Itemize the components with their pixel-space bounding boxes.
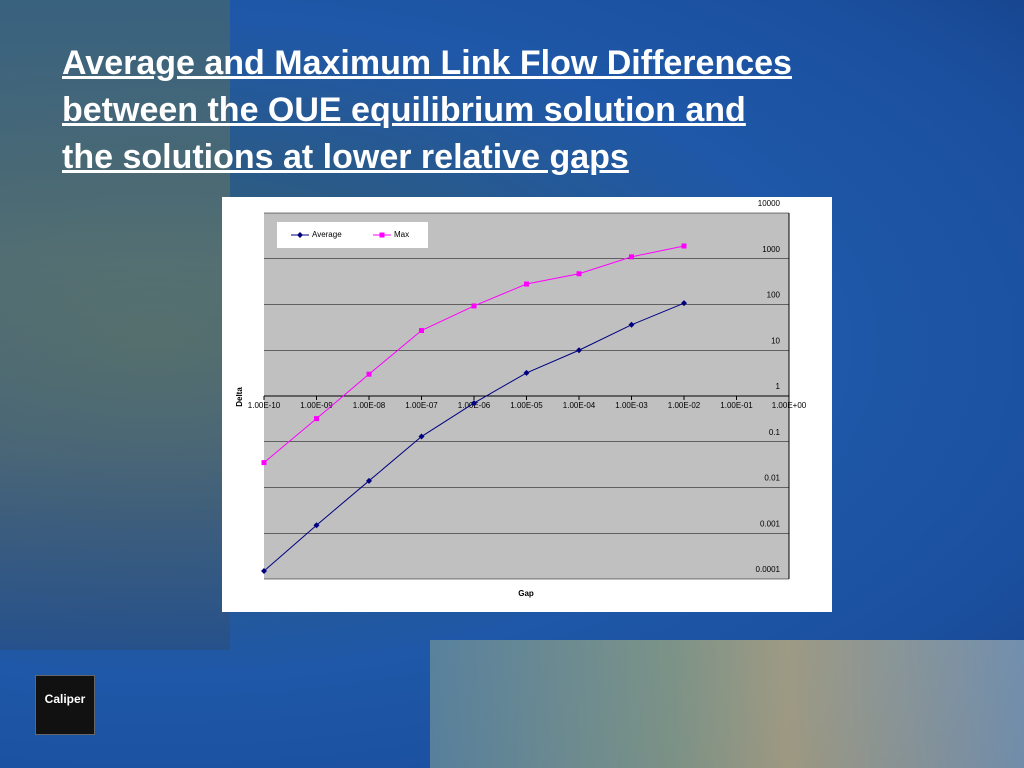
y-tick-label: 0.001 bbox=[760, 519, 781, 528]
point bbox=[366, 477, 372, 484]
x-tick-label: 1.00E-05 bbox=[510, 401, 543, 410]
point bbox=[576, 347, 582, 354]
y-tick-label: 10 bbox=[771, 336, 780, 345]
x-axis-title: Gap bbox=[518, 589, 534, 598]
logo: Caliper bbox=[35, 675, 95, 735]
point bbox=[366, 371, 372, 377]
x-tick-label: 1.00E-03 bbox=[615, 401, 648, 410]
point bbox=[681, 300, 687, 307]
title-line: the solutions at lower relative gaps bbox=[62, 138, 629, 176]
y-tick-label: 0.01 bbox=[764, 474, 780, 483]
y-tick-label: 100 bbox=[767, 291, 781, 300]
x-tick-label: 1.00E-01 bbox=[720, 401, 753, 410]
x-tick-label: 1.00E-04 bbox=[563, 401, 596, 410]
legend-label: Max bbox=[394, 230, 409, 239]
slide-title: Average and Maximum Link Flow Difference… bbox=[62, 40, 792, 181]
point bbox=[576, 271, 582, 277]
map-image bbox=[430, 640, 1024, 768]
point bbox=[471, 303, 477, 309]
y-tick-label: 0.1 bbox=[769, 428, 781, 437]
point bbox=[418, 433, 425, 440]
legend-marker bbox=[379, 232, 385, 238]
x-tick-label: 1.00E+00 bbox=[772, 401, 807, 410]
point bbox=[629, 254, 634, 260]
legend-label: Average bbox=[312, 230, 342, 239]
y-tick-label: 10000 bbox=[758, 199, 781, 208]
x-tick-label: 1.00E-08 bbox=[353, 401, 386, 410]
x-tick-label: 1.00E-09 bbox=[300, 401, 333, 410]
y-tick-label: 0.0001 bbox=[756, 565, 781, 574]
point bbox=[524, 281, 529, 287]
point bbox=[628, 321, 635, 328]
point bbox=[313, 522, 320, 529]
y-tick-label: 1000 bbox=[762, 245, 780, 254]
point bbox=[471, 400, 477, 407]
x-tick-label: 1.00E-02 bbox=[668, 401, 701, 410]
point bbox=[419, 328, 424, 334]
title-line: between the OUE equilibrium solution and bbox=[62, 91, 746, 129]
point bbox=[314, 416, 319, 422]
point bbox=[523, 369, 530, 376]
map-image bbox=[0, 0, 230, 650]
y-tick-label: 1 bbox=[776, 382, 781, 391]
y-axis-title: Delta bbox=[235, 387, 244, 407]
point bbox=[261, 567, 267, 574]
legend-marker bbox=[297, 232, 303, 238]
point bbox=[681, 243, 687, 249]
x-tick-label: 1.00E-10 bbox=[248, 401, 281, 410]
point bbox=[261, 460, 267, 466]
x-tick-label: 1.00E-07 bbox=[405, 401, 438, 410]
title-line: Average and Maximum Link Flow Difference… bbox=[62, 44, 792, 82]
